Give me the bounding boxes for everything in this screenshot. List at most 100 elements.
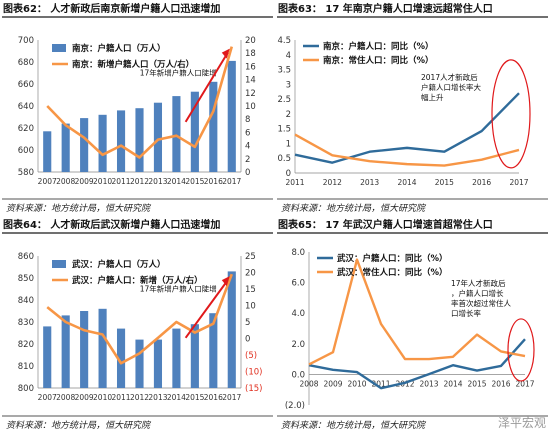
y2-tick-label: 12: [245, 89, 256, 99]
source-note: 资料来源：地方统计局，恒大研究院: [6, 420, 152, 431]
legend-label: 武汉：户籍人口（万人）: [72, 259, 166, 270]
y2-tick-label: (5): [245, 351, 257, 361]
annotation-text: 17年新增户籍人口陡增: [140, 284, 217, 294]
y-tick-label: 1: [286, 139, 291, 149]
chart-nanjing-growth-line: 图表63： 17 年南京户籍人口增速远超常住人口资料来源：地方统计局，恒大研究院…: [277, 2, 548, 214]
bar: [172, 328, 181, 388]
y-tick-label: 2.0: [291, 340, 305, 350]
annotation-text: 2017人才新政后户籍人口增长率大幅上升: [421, 72, 481, 102]
y-tick-label: 4: [286, 51, 291, 61]
chart-panel-64: 图表64： 人才新政后武汉新增户籍人口迅速增加 资料来源：地方统计局，恒大研究院 8…: [0, 216, 275, 432]
series-line: [46, 46, 234, 159]
x-tick-label: 2009: [75, 393, 94, 402]
bar: [135, 108, 144, 172]
y-tick-label: (2.0): [285, 401, 305, 411]
chart-panel-65: 图表65： 17 年武汉户籍人口增速首超常住人口 资料来源：地方统计局，恒大研究院…: [275, 216, 550, 432]
x-tick-label: 2015: [185, 393, 204, 402]
bar: [190, 91, 199, 172]
y2-tick-label: 0: [245, 168, 250, 178]
y2-tick-label: 2: [245, 155, 250, 165]
series-line: [308, 338, 526, 390]
y2-tick-label: 8: [245, 115, 250, 125]
x-tick-label: 2013: [148, 393, 167, 402]
y-tick-label: 830: [18, 318, 34, 328]
x-tick-label: 2011: [285, 178, 304, 187]
source-note: 资料来源：地方统计局，恒大研究院: [281, 420, 427, 431]
legend-label: 武汉：户籍人口：同比（%）: [337, 253, 448, 264]
annotation-text: 17年人才新政后，户籍人口增长率首次超过常住人口增长率: [451, 278, 511, 318]
legend-label: 南京：户籍人口（万人）: [72, 43, 166, 54]
x-tick-label: 2015: [185, 177, 204, 186]
y-tick-label: 660: [18, 80, 34, 90]
y-tick-label: 840: [18, 296, 34, 306]
bar: [209, 81, 218, 172]
x-tick-label: 2016: [204, 177, 223, 186]
chart-title: 图表63： 17 年南京户籍人口增速远超常住人口: [278, 2, 493, 15]
y-tick-label: 800: [18, 384, 34, 394]
x-tick-label: 2015: [467, 379, 486, 388]
legend-label: 南京：新增户籍人口（万人/右）: [72, 59, 194, 70]
y2-tick-label: 10: [245, 102, 256, 112]
chart-wuhan-growth-line: 图表65： 17 年武汉户籍人口增速首超常住人口资料来源：地方统计局，恒大研究院…: [277, 218, 548, 431]
x-tick-label: 2008: [56, 177, 75, 186]
y-tick-label: 0.5: [277, 154, 291, 164]
y-tick-label: 700: [18, 36, 34, 46]
x-tick-label: 2016: [472, 178, 491, 187]
y2-tick-label: 10: [245, 302, 256, 312]
x-tick-label: 2017: [222, 177, 241, 186]
annotation-arrowhead: [221, 48, 230, 59]
bar: [98, 308, 107, 388]
bar: [227, 271, 236, 388]
y2-tick-label: (10): [245, 368, 262, 378]
bar: [61, 315, 70, 388]
x-tick-label: 2017: [509, 178, 528, 187]
x-tick-label: 2010: [93, 177, 112, 186]
y2-tick-label: 18: [245, 49, 256, 59]
y2-tick-label: 25: [245, 252, 256, 262]
y-tick-label: 3.5: [277, 66, 291, 76]
y-tick-label: 810: [18, 362, 34, 372]
y-tick-label: 850: [18, 274, 34, 284]
y-tick-label: 3: [286, 80, 291, 90]
annotation-arrow: [184, 52, 229, 123]
y-tick-label: 0: [286, 169, 291, 179]
highlight-ellipse: [507, 318, 535, 382]
y2-tick-label: 4: [245, 142, 250, 152]
bar: [80, 118, 89, 172]
y2-tick-label: 20: [245, 36, 256, 46]
y-tick-label: 2: [286, 110, 291, 120]
legend-label: 南京：户籍人口：同比（%）: [323, 41, 434, 52]
series-line: [46, 273, 233, 365]
bar: [98, 114, 107, 172]
x-tick-label: 2013: [360, 178, 379, 187]
annotation-arrow: [184, 279, 229, 339]
chart-title: 图表62： 人才新政后南京新增户籍人口迅速增加: [3, 2, 220, 15]
y-tick-label: 820: [18, 340, 34, 350]
chart-title: 图表64： 人才新政后武汉新增户籍人口迅速增加: [3, 218, 220, 231]
y-tick-label: 580: [18, 168, 34, 178]
x-tick-label: 2016: [491, 379, 510, 388]
legend-swatch-bar: [52, 44, 66, 52]
y2-tick-label: (15): [245, 384, 262, 394]
x-tick-label: 2014: [397, 178, 416, 187]
bar: [116, 110, 126, 172]
y-tick-label: 600: [18, 146, 34, 156]
x-tick-label: 2011: [111, 177, 130, 186]
bar: [227, 60, 236, 172]
bar: [172, 96, 181, 172]
x-tick-label: 2011: [111, 393, 130, 402]
legend-label: 南京：常住人口：同比（%）: [323, 55, 434, 66]
chart-panel-63: 图表63： 17 年南京户籍人口增速远超常住人口 资料来源：地方统计局，恒大研究院…: [275, 0, 550, 216]
bar: [190, 324, 199, 388]
x-tick-label: 2012: [130, 393, 149, 402]
bar: [209, 313, 218, 388]
highlight-ellipse: [491, 59, 531, 169]
y2-tick-label: 5: [245, 318, 250, 328]
bar: [43, 326, 52, 388]
y-tick-label: 0.0: [291, 370, 305, 380]
source-note: 资料来源：地方统计局，恒大研究院: [281, 203, 427, 214]
x-tick-label: 2013: [419, 379, 438, 388]
y-tick-label: 640: [18, 102, 34, 112]
